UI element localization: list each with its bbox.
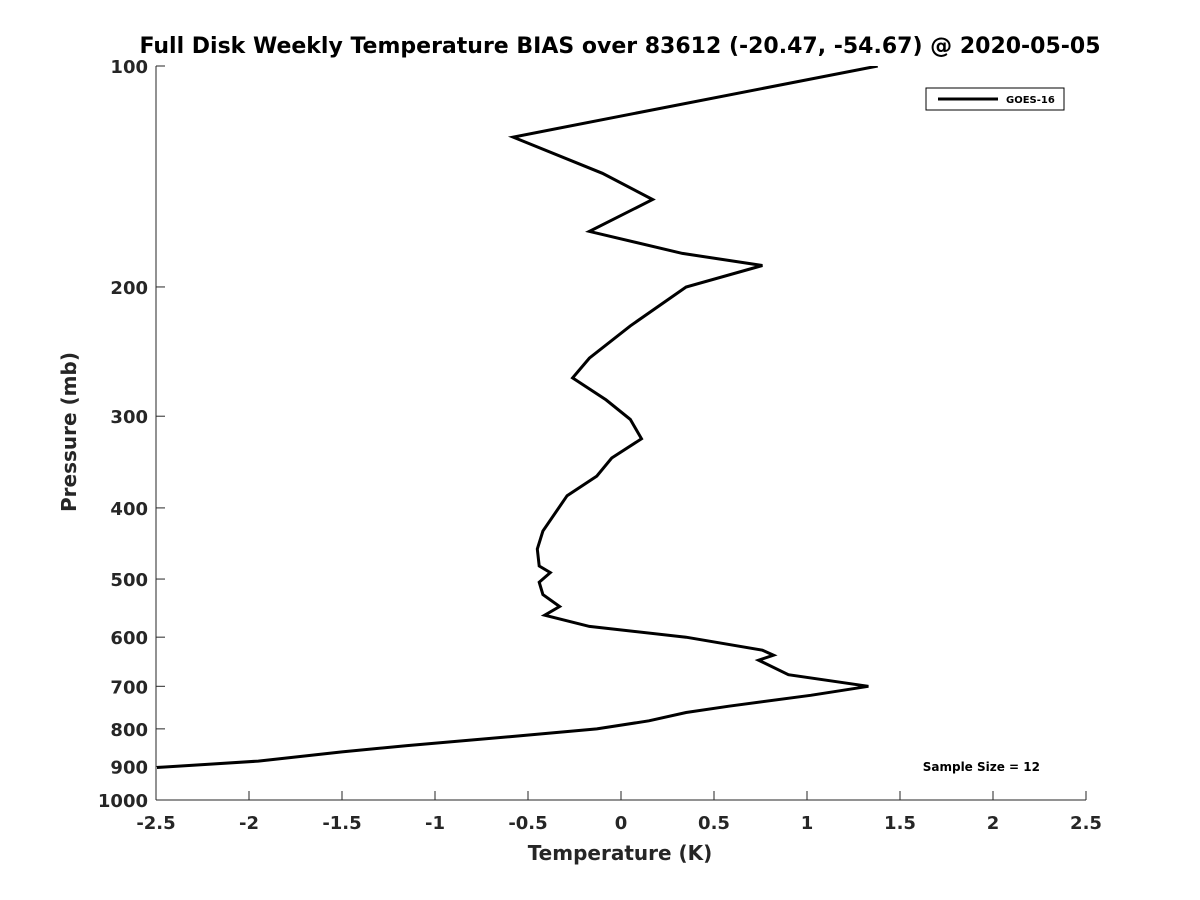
legend-label-goes-16: GOES-16 [1006,95,1055,106]
y-tick-label: 500 [110,570,148,591]
series-area [157,66,878,770]
x-tick-label: -2.5 [136,813,175,834]
y-tick-label: 700 [110,677,148,698]
x-tick-label: -0.5 [508,813,547,834]
x-tick-label: -1.5 [322,813,361,834]
x-tick-label: 1.5 [884,813,916,834]
y-tick-label: 900 [110,757,148,778]
x-tick-label: 0.5 [698,813,730,834]
y-tick-label: 200 [110,278,148,299]
y-tick-label: 800 [110,720,148,741]
y-tick-label: 300 [110,407,148,428]
y-tick-label: 1000 [98,791,148,812]
x-tick-label: -2 [239,813,259,834]
x-axis-label: Temperature (K) [528,841,713,865]
sample-size-annotation: Sample Size = 12 [923,760,1040,774]
y-axis-label: Pressure (mb) [57,352,81,512]
x-tick-label: 1 [801,813,814,834]
x-tick-label: 0 [615,813,628,834]
y-tick-label: 600 [110,628,148,649]
y-tick-label: 400 [110,499,148,520]
x-tick-label: 2 [987,813,1000,834]
y-tick-label: 100 [110,57,148,78]
x-tick-label: 2.5 [1070,813,1102,834]
legend: GOES-16 [925,87,1065,111]
series-line-goes-16 [157,66,878,770]
x-tick-label: -1 [425,813,445,834]
axes: -2.5 -2 -1.5 -1 -0.5 0 0.5 1 1.5 2 2.5 100 200 300 400… [98,57,1102,834]
chart-title: Full Disk Weekly Temperature BIAS over 8… [139,34,1100,59]
